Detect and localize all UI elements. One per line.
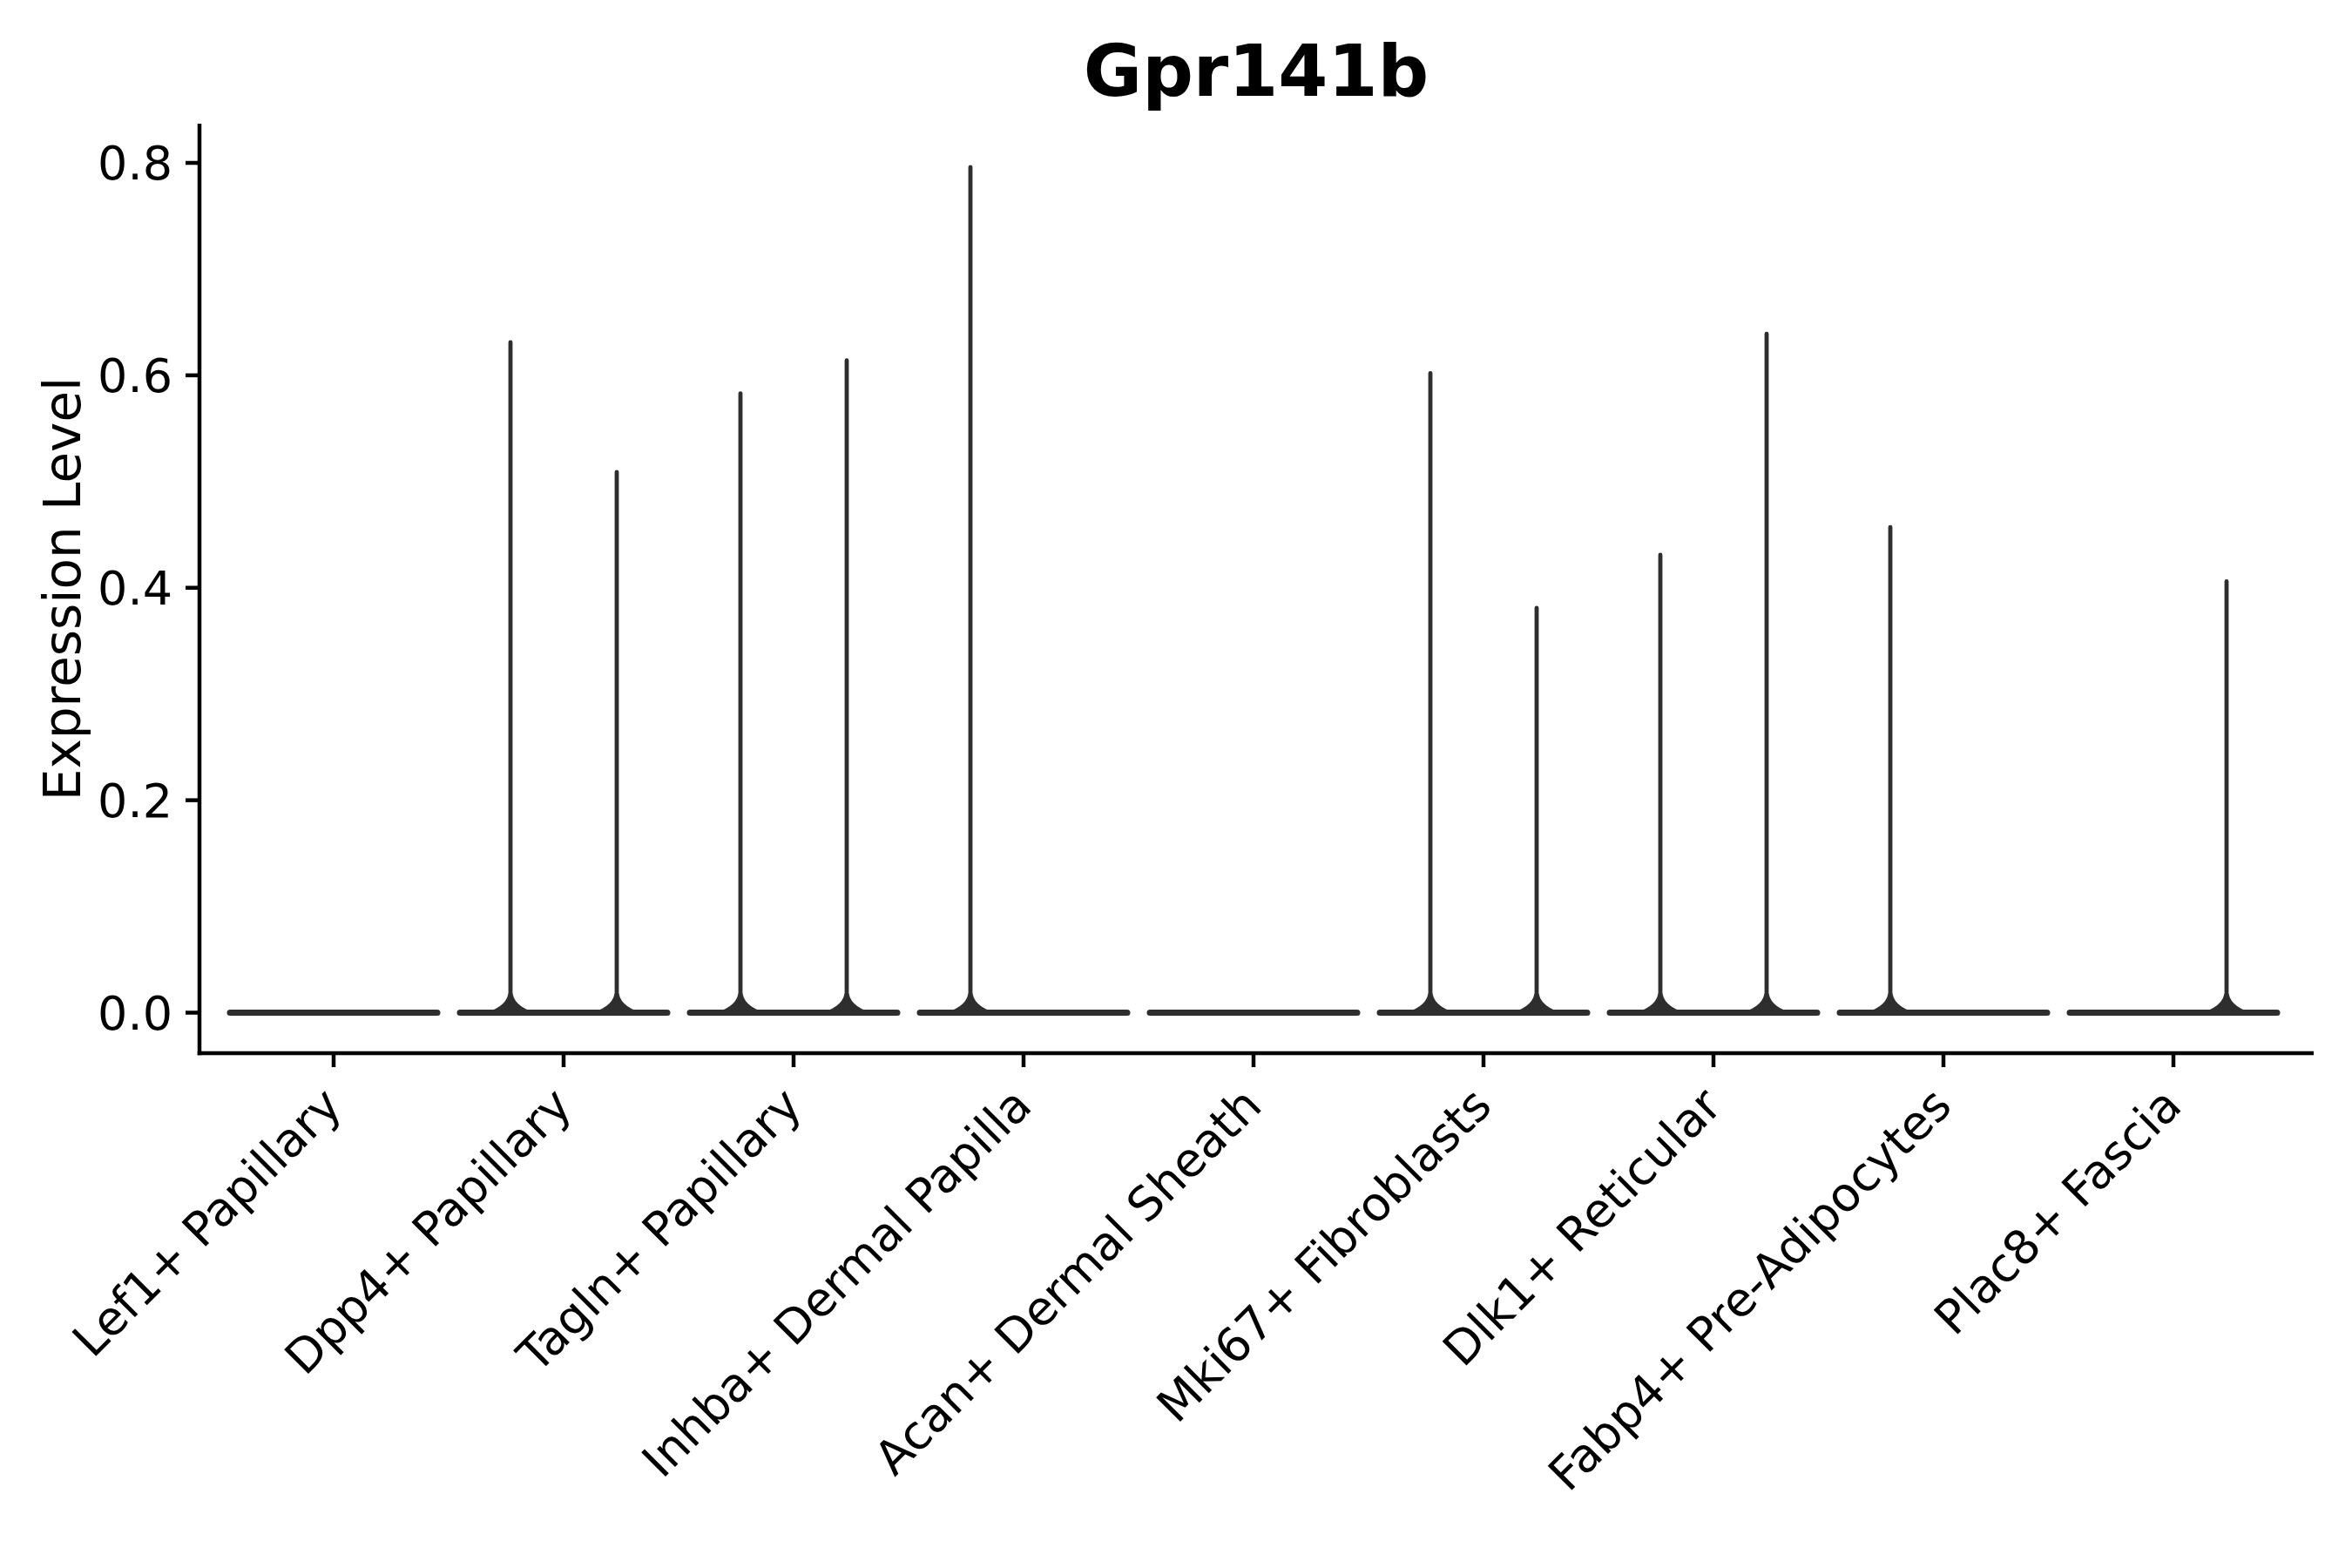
violin-baseline <box>457 1010 671 1016</box>
violin-baseline <box>917 1010 1131 1016</box>
violin-baseline <box>1377 1010 1591 1016</box>
y-tick-label: 0.2 <box>98 774 172 828</box>
y-tick-label: 0.4 <box>98 561 172 616</box>
plot-canvas: 0.00.20.40.60.8Lef1+ PapillaryDpp4+ Papi… <box>0 0 2352 1568</box>
violin-spike <box>509 341 513 1016</box>
violin-spike <box>2225 579 2229 1016</box>
violin-spike <box>969 165 973 1015</box>
violin-baseline <box>1837 1010 2051 1016</box>
x-tick-label: Plac8+ Fascia <box>1923 1078 2192 1346</box>
violin-baseline <box>227 1010 441 1016</box>
violin-group <box>687 358 901 1016</box>
x-tick-label: Inhba+ Dermal Papilla <box>632 1078 1042 1488</box>
violin-baseline <box>1147 1010 1361 1016</box>
y-tick-label: 0.8 <box>98 136 172 191</box>
violin-group <box>457 341 671 1016</box>
violin-baseline <box>687 1010 901 1016</box>
x-tick-label: Acan+ Dermal Sheath <box>864 1078 1272 1485</box>
violin-spike <box>615 470 619 1015</box>
violin-spike <box>1659 552 1663 1015</box>
violin-spike <box>739 391 743 1015</box>
violin-group <box>227 1010 441 1016</box>
violin-group <box>917 165 1131 1016</box>
violin-baseline <box>2067 1010 2281 1016</box>
violin-spike <box>1535 605 1539 1015</box>
violin-group <box>1837 525 2051 1016</box>
figure: Gpr141b Expression Level 0.00.20.40.60.8… <box>0 0 2352 1568</box>
y-tick-label: 0.0 <box>98 986 172 1041</box>
violin-group <box>1607 332 1821 1016</box>
violin-spike <box>1429 371 1433 1016</box>
y-tick-label: 0.6 <box>98 348 172 403</box>
violin-group <box>1377 371 1591 1016</box>
violin-baseline <box>1607 1010 1821 1016</box>
x-tick-label: Fabp4+ Pre-Adipocytes <box>1538 1078 1962 1502</box>
violin-group <box>1147 1010 1361 1016</box>
violin-spike <box>1889 525 1893 1016</box>
violin-spike <box>845 358 849 1015</box>
violin-spike <box>1765 332 1769 1016</box>
violin-group <box>2067 579 2281 1016</box>
